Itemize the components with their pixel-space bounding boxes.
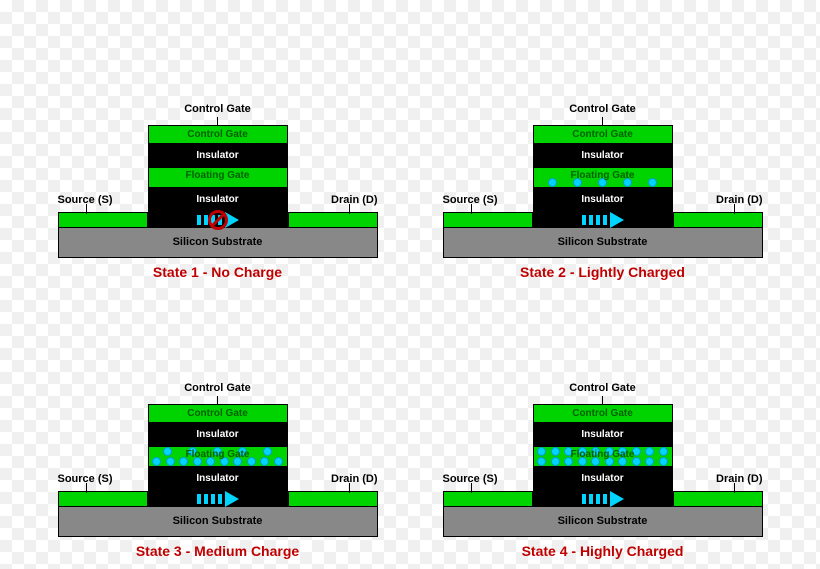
insulator-layer: Insulator	[534, 144, 672, 168]
electron	[260, 457, 269, 466]
control-gate-layer: Control Gate	[534, 405, 672, 423]
state-caption: State 4 - Highly Charged	[522, 543, 684, 559]
drain-label: Drain (D)	[331, 473, 377, 485]
drain-region	[288, 212, 378, 228]
electron	[648, 178, 657, 187]
substrate-layer: Silicon Substrate	[443, 228, 763, 258]
electron	[645, 457, 654, 466]
electron	[163, 447, 172, 456]
current-arrow	[582, 491, 624, 507]
electron	[551, 457, 560, 466]
transistor-stack: Control GateInsulatorFloating GateInsula…	[148, 125, 288, 212]
source-region	[58, 491, 148, 507]
insulator-layer: Insulator	[149, 467, 287, 491]
current-arrow	[197, 491, 239, 507]
channel-region	[148, 212, 288, 228]
transistor-stack: Control GateInsulatorFloating GateInsula…	[148, 404, 288, 491]
electron	[263, 447, 272, 456]
state-1: Control GateControl GateInsulatorFloatin…	[30, 10, 405, 280]
floating-gate-layer: Floating Gate	[534, 447, 672, 467]
floating-gate-layer: Floating Gate	[149, 168, 287, 188]
insulator-layer: Insulator	[534, 188, 672, 212]
source-region	[58, 212, 148, 228]
control-gate-layer: Control Gate	[149, 126, 287, 144]
channel-row: Source (S)Drain (D)	[443, 212, 763, 228]
drain-region	[288, 491, 378, 507]
channel-region	[148, 491, 288, 507]
substrate-layer: Silicon Substrate	[58, 228, 378, 258]
floating-gate-layer: Floating Gate	[149, 447, 287, 467]
electron	[166, 457, 175, 466]
state-caption: State 2 - Lightly Charged	[520, 264, 685, 280]
state-3: Control GateControl GateInsulatorFloatin…	[30, 290, 405, 560]
insulator-layer: Insulator	[534, 467, 672, 491]
insulator-layer: Insulator	[534, 423, 672, 447]
electron	[274, 457, 283, 466]
electron	[152, 457, 161, 466]
substrate-layer: Silicon Substrate	[443, 507, 763, 537]
control-gate-label: Control Gate	[184, 103, 251, 115]
channel-region	[533, 212, 673, 228]
drain-label: Drain (D)	[331, 194, 377, 206]
electron	[551, 447, 560, 456]
state-caption: State 1 - No Charge	[153, 264, 282, 280]
channel-row: Source (S)Drain (D)	[58, 212, 378, 228]
control-gate-layer: Control Gate	[534, 126, 672, 144]
drain-label: Drain (D)	[716, 473, 762, 485]
electron	[537, 447, 546, 456]
state-2: Control GateControl GateInsulatorFloatin…	[415, 10, 790, 280]
blocked-icon	[208, 210, 228, 230]
electron	[659, 457, 668, 466]
electron	[645, 447, 654, 456]
channel-row: Source (S)Drain (D)	[58, 491, 378, 507]
channel-region	[533, 491, 673, 507]
control-gate-label: Control Gate	[569, 103, 636, 115]
electron	[548, 178, 557, 187]
drain-region	[673, 212, 763, 228]
state-caption: State 3 - Medium Charge	[136, 543, 299, 559]
control-gate-label: Control Gate	[184, 382, 251, 394]
electron	[659, 447, 668, 456]
source-region	[443, 212, 533, 228]
transistor-stack: Control GateInsulatorFloating GateInsula…	[533, 404, 673, 491]
insulator-layer: Insulator	[149, 188, 287, 212]
drain-region	[673, 491, 763, 507]
floating-gate-layer: Floating Gate	[534, 168, 672, 188]
substrate-layer: Silicon Substrate	[58, 507, 378, 537]
state-4: Control GateControl GateInsulatorFloatin…	[415, 290, 790, 560]
channel-row: Source (S)Drain (D)	[443, 491, 763, 507]
control-gate-label: Control Gate	[569, 382, 636, 394]
source-region	[443, 491, 533, 507]
drain-label: Drain (D)	[716, 194, 762, 206]
electron	[537, 457, 546, 466]
current-arrow	[582, 212, 624, 228]
transistor-stack: Control GateInsulatorFloating GateInsula…	[533, 125, 673, 212]
insulator-layer: Insulator	[149, 423, 287, 447]
insulator-layer: Insulator	[149, 144, 287, 168]
control-gate-layer: Control Gate	[149, 405, 287, 423]
